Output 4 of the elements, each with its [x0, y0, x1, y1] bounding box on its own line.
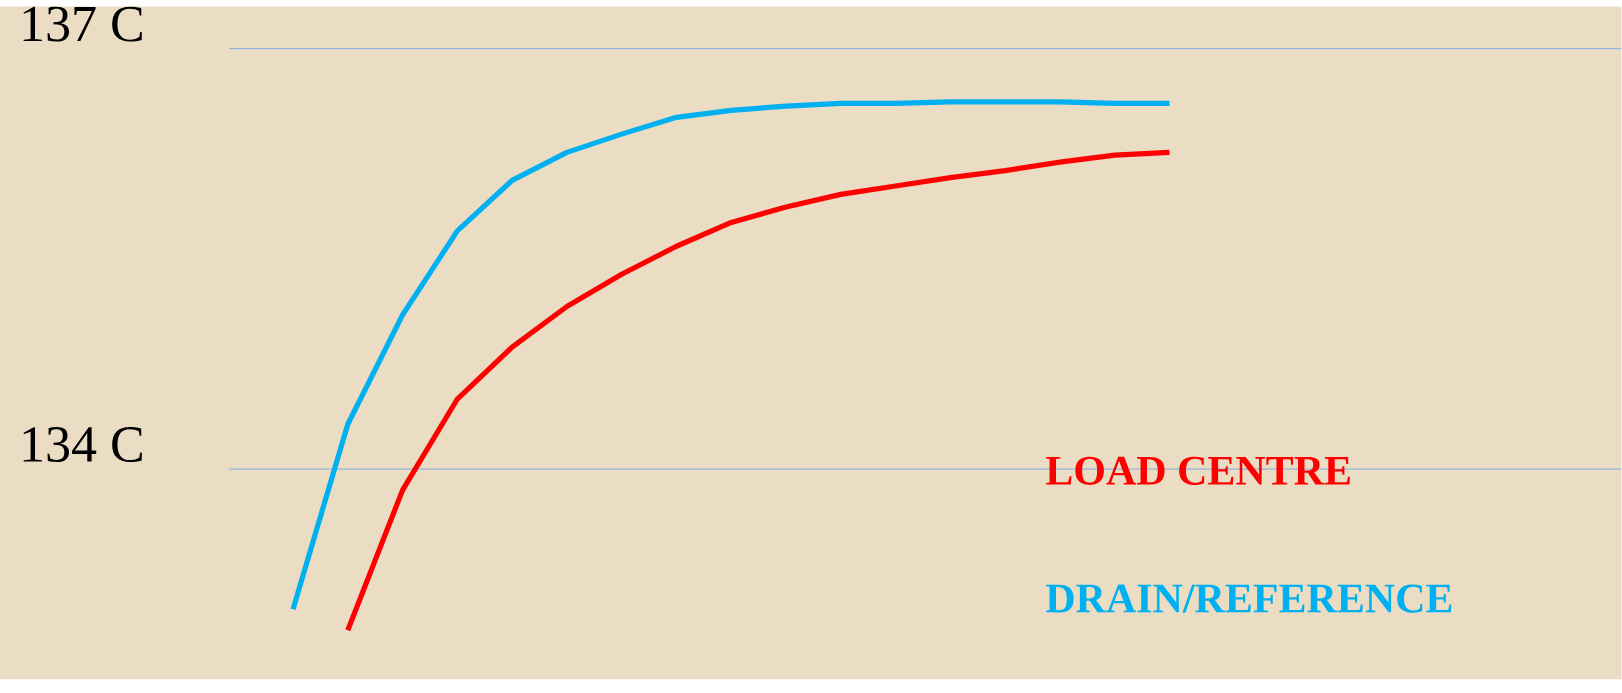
y-tick-label: 137 C: [23, 6, 142, 42]
y-tick-label: 134 C: [23, 427, 142, 462]
text: LOAD CENTRE: [1046, 456, 1350, 485]
text: DRAIN/REFERENCE: [1046, 584, 1452, 613]
